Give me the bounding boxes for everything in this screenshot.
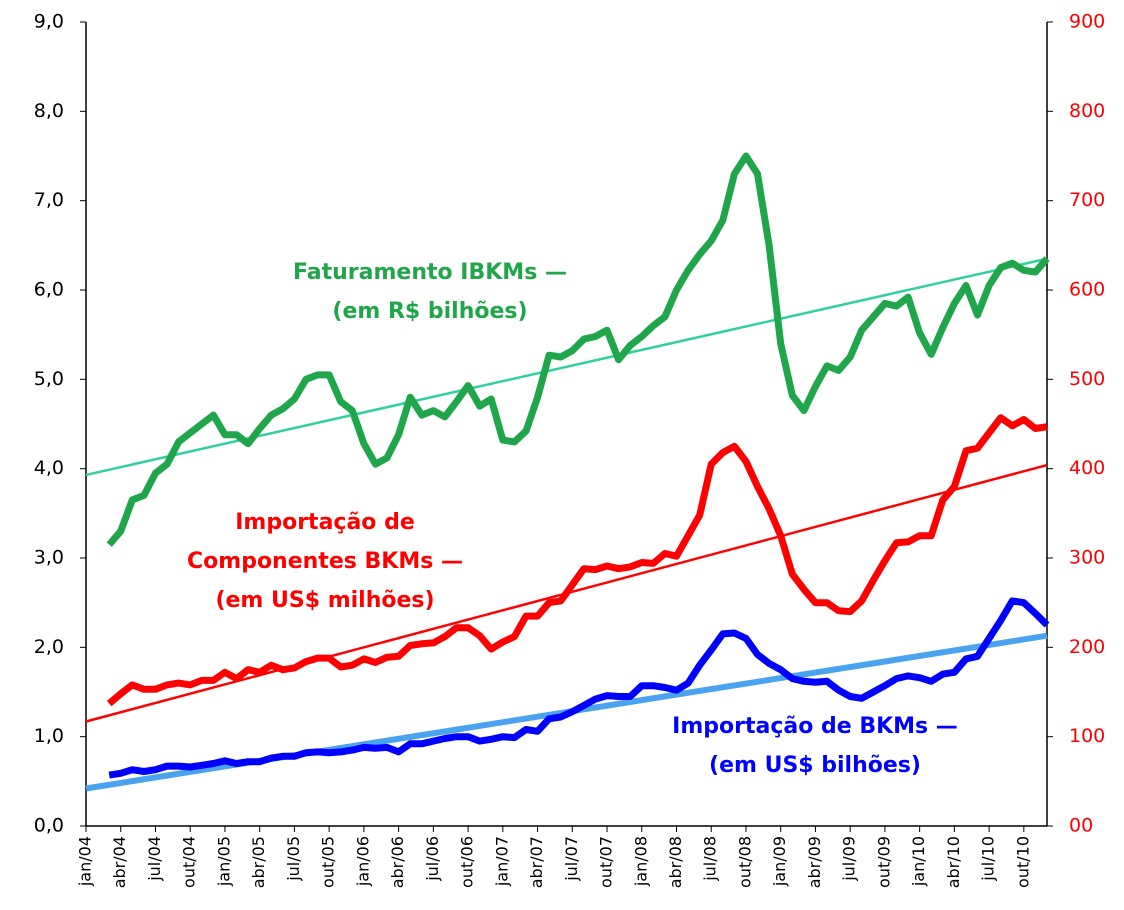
trendline bbox=[85, 257, 1048, 477]
x-tick-label: jul/07 bbox=[562, 836, 581, 882]
y-tick-label: 2,0 bbox=[34, 636, 64, 658]
x-tick-label: jul/04 bbox=[145, 836, 164, 882]
x-tick-label: abr/07 bbox=[527, 836, 546, 888]
x-tick-label: out/10 bbox=[1013, 836, 1032, 888]
x-tick-label: jan/04 bbox=[76, 836, 95, 887]
annotation: Faturamento IBKMs — bbox=[293, 260, 567, 285]
y-tick-label: 9,0 bbox=[34, 11, 64, 33]
x-tick-label: jan/05 bbox=[214, 836, 233, 887]
x-tick-label: jul/09 bbox=[840, 836, 859, 882]
y-tick-label: 8,0 bbox=[34, 100, 64, 122]
series-line bbox=[106, 152, 1050, 547]
annotation: Componentes BKMs — bbox=[187, 549, 463, 574]
x-tick-label: jan/08 bbox=[631, 836, 650, 887]
x-tick-label: abr/04 bbox=[110, 836, 129, 888]
x-tick-label: out/09 bbox=[874, 836, 893, 888]
y-tick-label: 1,0 bbox=[34, 725, 64, 747]
annotation: Importação de bbox=[235, 510, 415, 535]
y-tick-label: 5,0 bbox=[34, 368, 64, 390]
annotation: (em US$ milhões) bbox=[215, 588, 434, 613]
y2-tick-label: 300 bbox=[1069, 547, 1105, 569]
annotation: (em R$ bilhões) bbox=[332, 299, 527, 324]
y2-tick-label: 900 bbox=[1069, 11, 1105, 33]
x-tick-label: jul/08 bbox=[701, 836, 720, 882]
y-tick-label: 0,0 bbox=[34, 815, 64, 837]
x-tick-label: jan/09 bbox=[770, 836, 789, 887]
annotation: Importação de BKMs — bbox=[672, 714, 958, 739]
series-line bbox=[108, 597, 1050, 779]
x-tick-label: abr/08 bbox=[666, 836, 685, 888]
x-tick-label: abr/06 bbox=[388, 836, 407, 888]
y2-tick-label: 800 bbox=[1069, 100, 1105, 122]
y-tick-label: 4,0 bbox=[34, 457, 64, 479]
y2-tick-label: 600 bbox=[1069, 279, 1105, 301]
x-tick-label: jan/10 bbox=[909, 836, 928, 887]
x-tick-label: out/08 bbox=[735, 836, 754, 888]
y2-tick-label: 400 bbox=[1069, 457, 1105, 479]
y2-tick-label: 500 bbox=[1069, 368, 1105, 390]
y-tick-label: 6,0 bbox=[34, 279, 64, 301]
y2-tick-label: 200 bbox=[1069, 636, 1105, 658]
annotation: (em US$ bilhões) bbox=[709, 753, 921, 778]
y-tick-label: 3,0 bbox=[34, 547, 64, 569]
x-tick-label: jul/06 bbox=[423, 836, 442, 882]
y2-tick-label: 100 bbox=[1069, 725, 1105, 747]
y2-tick-label: 00 bbox=[1069, 815, 1093, 837]
x-tick-label: abr/09 bbox=[805, 836, 824, 888]
y2-tick-label: 700 bbox=[1069, 189, 1105, 211]
x-tick-label: out/06 bbox=[458, 836, 477, 888]
series-line bbox=[106, 414, 1048, 707]
x-tick-label: jul/10 bbox=[979, 836, 998, 882]
x-tick-label: out/07 bbox=[597, 836, 616, 888]
x-tick-label: jan/06 bbox=[353, 836, 372, 887]
x-tick-label: jan/07 bbox=[492, 836, 511, 887]
x-tick-label: out/05 bbox=[319, 836, 338, 888]
y-tick-label: 7,0 bbox=[34, 189, 64, 211]
x-tick-label: out/04 bbox=[180, 836, 199, 888]
x-tick-label: jul/05 bbox=[284, 836, 303, 882]
x-tick-label: abr/05 bbox=[249, 836, 268, 888]
x-tick-label: abr/10 bbox=[944, 836, 963, 888]
